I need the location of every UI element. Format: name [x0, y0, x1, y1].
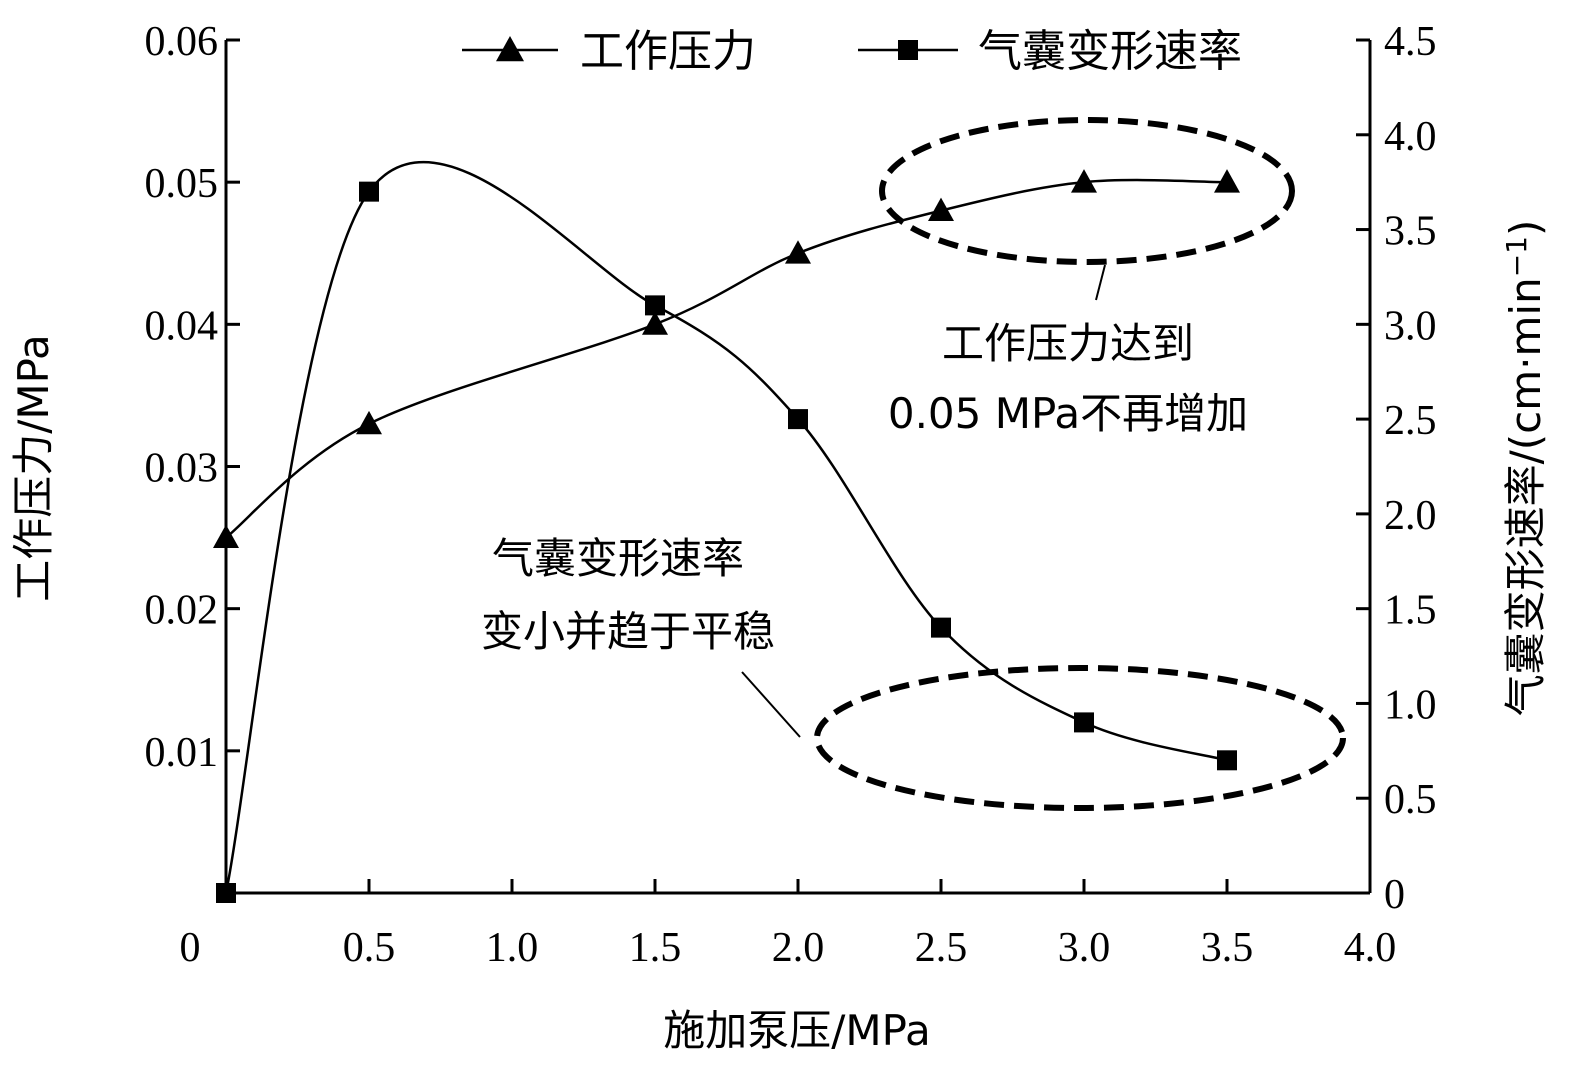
series	[213, 161, 1240, 903]
series-line	[224, 161, 1228, 894]
right-y-axis-title-close: )	[1501, 220, 1550, 236]
triangle-marker	[356, 410, 382, 435]
x-tick-label: 1.5	[629, 925, 682, 971]
triangle-marker	[1071, 169, 1097, 193]
right-y-axis-title-superscript: −1	[1500, 236, 1533, 277]
right-y-tick-label: 2.5	[1384, 398, 1437, 444]
square-marker	[1217, 750, 1237, 771]
triangle-marker	[213, 524, 239, 548]
x-tick-label: 3.0	[1058, 925, 1111, 971]
tail-leader-line	[741, 671, 801, 738]
right-y-axis-title-main: 气囊变形速率/(cm·min	[1501, 277, 1550, 716]
right-y-tick-label: 1.0	[1384, 682, 1437, 728]
x-tick-label: 3.5	[1201, 925, 1254, 971]
right-y-tick-label: 3.5	[1384, 209, 1437, 255]
right-y-tick-label: 0.5	[1384, 777, 1437, 823]
triangle-marker	[1214, 169, 1240, 193]
square-marker	[359, 181, 379, 202]
legend: 工作压力 气囊变形速率	[462, 26, 1242, 77]
x-tick-label: 0.5	[343, 925, 396, 971]
square-marker	[1074, 712, 1094, 733]
square-marker	[788, 409, 808, 430]
series-2	[216, 161, 1237, 903]
tail-annotation-line-1: 气囊变形速率	[492, 534, 744, 583]
left-y-axis-title: 工作压力/MPa	[9, 334, 58, 602]
right-y-tick-label: 3.0	[1384, 303, 1437, 349]
plateau-annotation-line-2: 0.05 MPa不再增加	[888, 389, 1248, 438]
right-y-tick-label: 1.5	[1384, 588, 1437, 634]
square-marker	[931, 617, 951, 638]
right-y-axis-title: 气囊变形速率/(cm·min−1)	[1500, 220, 1550, 717]
right-y-tick-label: 4.0	[1384, 114, 1437, 160]
legend-triangle-marker	[496, 36, 524, 62]
legend-label: 气囊变形速率	[978, 26, 1242, 77]
plateau-leader-line	[1095, 264, 1106, 301]
x-tick-label: 2.5	[915, 925, 968, 971]
x-tick-label: 0	[180, 925, 201, 971]
tail-annotation-line-2: 变小并趋于平稳	[481, 607, 775, 656]
square-marker	[216, 883, 236, 903]
triangle-marker	[928, 197, 954, 221]
right-y-tick-label: 0	[1384, 872, 1405, 918]
x-tick-label: 1.0	[486, 925, 539, 971]
legend-item-1: 工作压力	[462, 26, 756, 77]
legend-square-marker	[898, 40, 918, 60]
left-y-tick-label: 0.06	[145, 19, 219, 65]
triangle-marker	[642, 311, 668, 335]
legend-item-2: 气囊变形速率	[858, 26, 1242, 77]
plateau-dashed-ellipse	[879, 117, 1295, 265]
x-tick-label: 4.0	[1344, 925, 1397, 971]
x-tick-label: 2.0	[772, 925, 825, 971]
plateau-annotation-line-1: 工作压力达到	[942, 319, 1194, 368]
x-axis-title: 施加泵压/MPa	[663, 1006, 931, 1055]
legend-label: 工作压力	[580, 26, 756, 77]
left-y-tick-label: 0.05	[145, 161, 219, 207]
series-1	[213, 169, 1240, 548]
right-y-tick-label: 2.0	[1384, 493, 1437, 539]
square-marker	[645, 295, 665, 316]
left-y-tick-label: 0.04	[145, 303, 219, 349]
left-y-tick-label: 0.02	[145, 588, 219, 634]
triangle-marker	[785, 240, 811, 264]
ticks: 0 0.5 1.0 1.5 2.0 2.5 3.0 3.5 4.0 0.01 0.02 0.03 0.0…	[145, 19, 1437, 971]
tail-dashed-ellipse	[814, 665, 1346, 811]
right-y-tick-label: 4.5	[1384, 19, 1437, 65]
left-y-tick-label: 0.03	[145, 446, 219, 492]
left-y-tick-label: 0.01	[145, 730, 219, 776]
